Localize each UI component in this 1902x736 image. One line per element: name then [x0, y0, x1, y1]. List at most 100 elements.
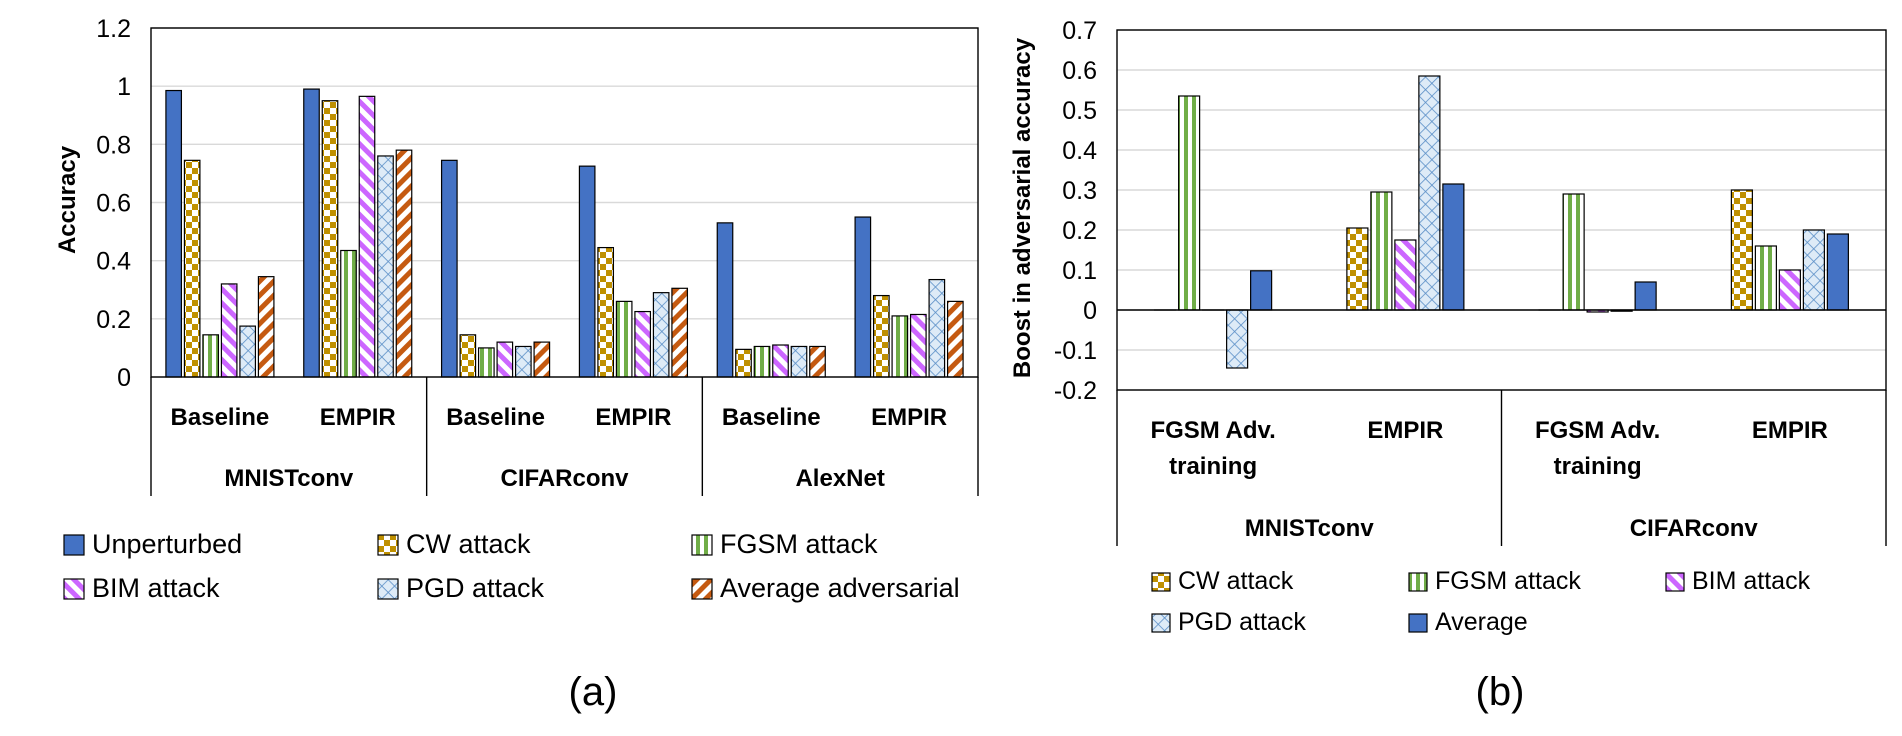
bar-average-adversarial-1 [395, 149, 413, 378]
x-category-label: EMPIR [1752, 417, 1828, 444]
bar-cw-attack-0 [183, 159, 201, 378]
bar-average-adversarial-4 [809, 345, 826, 378]
bar-average-adversarial-0 [257, 276, 275, 378]
bar-fgsm-attack-4 [753, 345, 771, 378]
bar-pgd-attack-3 [1802, 229, 1825, 311]
bar-fgsm-attack-3 [615, 300, 633, 378]
legend-label: FGSM attack [1435, 567, 1581, 595]
bar-fgsm-attack-1 [1370, 191, 1393, 311]
bar-average-0 [1250, 270, 1273, 311]
legend-entry-unperturbed: Unperturbed [63, 529, 242, 559]
legend-swatch [1408, 572, 1428, 592]
y-tick-label: 0.6 [1062, 57, 1097, 85]
x-category-label: Baseline [171, 404, 270, 431]
bar-average-adversarial-3 [671, 287, 689, 378]
y-tick-label: 0 [1083, 297, 1097, 325]
legend-label: PGD attack [406, 573, 545, 603]
y-tick-label: 0.5 [1062, 97, 1097, 125]
bar-cw-attack-5 [872, 294, 890, 378]
legend-swatch [1151, 613, 1171, 633]
y-tick-label: 0.3 [1062, 177, 1097, 205]
plot-area-border [150, 27, 979, 378]
chart-a-frame [150, 27, 979, 378]
bar-cw-attack-4 [735, 348, 752, 378]
x-group-label: CIFARconv [1630, 515, 1759, 542]
y-tick-label: -0.1 [1054, 337, 1097, 365]
bar-pgd-attack-0 [239, 325, 257, 378]
bar-fgsm-attack-0 [202, 334, 220, 378]
y-tick-label: 0.8 [96, 131, 131, 159]
legend-swatch [377, 534, 399, 556]
legend-swatch [691, 534, 713, 556]
x-category-label: Baseline [446, 404, 545, 431]
bar-average-adversarial-5 [946, 300, 964, 378]
chart-a: Accuracy 0 0.2 0.4 0.6 0.8 1 1.2 Baseline EMPIR… [54, 15, 979, 714]
bar-pgd-attack-2 [514, 345, 532, 378]
chart-a-y-ticks: 0 0.2 0.4 0.6 0.8 1 1.2 [96, 15, 131, 392]
bar-unperturbed-5 [854, 216, 872, 378]
chart-b-y-ticks: -0.2 -0.1 0 0.1 0.2 0.3 0.4 0.5 0.6 0.7 [1054, 17, 1097, 405]
legend-entry-average: Average [1408, 608, 1528, 636]
bar-average-adversarial-2 [533, 341, 551, 378]
bar-pgd-attack-3 [652, 292, 670, 378]
bar-bim-attack-3 [634, 310, 652, 378]
x-category-label: EMPIR [595, 404, 671, 431]
y-tick-label: 0.6 [96, 190, 131, 218]
legend-label: FGSM attack [720, 529, 878, 559]
y-tick-label: 0.7 [1062, 17, 1097, 45]
bar-fgsm-attack-2 [1562, 193, 1585, 311]
legend-entry-cw-attack: CW attack [377, 529, 531, 559]
chart-a-x-categories: Baseline EMPIR Baseline EMPIR Baseline EMPIR M… [150, 377, 979, 496]
bar-unperturbed-4 [716, 222, 734, 378]
legend-label: Average [1435, 608, 1528, 636]
bar-unperturbed-1 [303, 88, 320, 378]
bar-cw-attack-1 [1346, 227, 1369, 311]
chart-b-bars [1154, 75, 1849, 369]
legend-label: PGD attack [1178, 608, 1306, 636]
legend-label: Average adversarial [720, 573, 960, 603]
y-tick-label: 0.4 [96, 248, 131, 276]
chart-b-panel-label: (b) [1476, 670, 1525, 714]
x-category-label: FGSM Adv. training [1150, 417, 1275, 480]
legend-label: CW attack [1178, 567, 1294, 595]
legend-swatch [1665, 572, 1685, 592]
legend-entry-bim-attack: BIM attack [63, 573, 220, 603]
legend-label: Unperturbed [92, 529, 242, 559]
legend-entry-pgd-attack: PGD attack [377, 573, 545, 603]
bar-bim-attack-0 [220, 283, 238, 378]
bar-bim-attack-2 [496, 341, 514, 378]
x-group-label: MNISTconv [1245, 515, 1375, 542]
bar-bim-attack-4 [772, 344, 789, 378]
y-tick-label: 0.2 [1062, 217, 1097, 245]
legend-entry-fgsm-attack: FGSM attack [1408, 567, 1581, 595]
y-tick-label: 0 [117, 364, 131, 392]
chart-a-bars [165, 88, 964, 378]
y-tick-label: 1.2 [96, 15, 131, 43]
chart-a-legend: Unperturbed CW attack FGSM attack BIM attac… [63, 529, 960, 603]
chart-b-x-categories: FGSM Adv. training EMPIR FGSM Adv. training E… [1116, 390, 1887, 546]
bar-average-1 [1442, 183, 1465, 311]
bar-cw-attack-3 [1730, 189, 1753, 311]
y-tick-label: 0.2 [96, 306, 131, 334]
legend-label: BIM attack [92, 573, 220, 603]
bar-unperturbed-3 [578, 165, 596, 378]
bar-bim-attack-1 [358, 95, 376, 378]
chart-a-gridlines [151, 27, 978, 378]
legend-entry-cw-attack: CW attack [1151, 567, 1294, 595]
chart-a-y-axis-label: Accuracy [54, 145, 81, 254]
bar-cw-attack-2 [459, 334, 477, 378]
x-group-label: CIFARconv [500, 465, 629, 492]
legend-entry-bim-attack: BIM attack [1665, 567, 1811, 595]
bar-pgd-attack-4 [790, 345, 808, 378]
legend-label: CW attack [406, 529, 531, 559]
bar-pgd-attack-1 [1418, 75, 1441, 311]
legend-swatch [63, 578, 85, 600]
bar-average-3 [1826, 233, 1849, 311]
bar-fgsm-attack-2 [477, 347, 495, 378]
y-tick-label: -0.2 [1054, 377, 1097, 405]
bar-unperturbed-2 [440, 159, 458, 378]
legend-swatch [691, 578, 713, 600]
bar-pgd-attack-0 [1226, 309, 1249, 369]
y-tick-label: 0.1 [1062, 257, 1097, 285]
